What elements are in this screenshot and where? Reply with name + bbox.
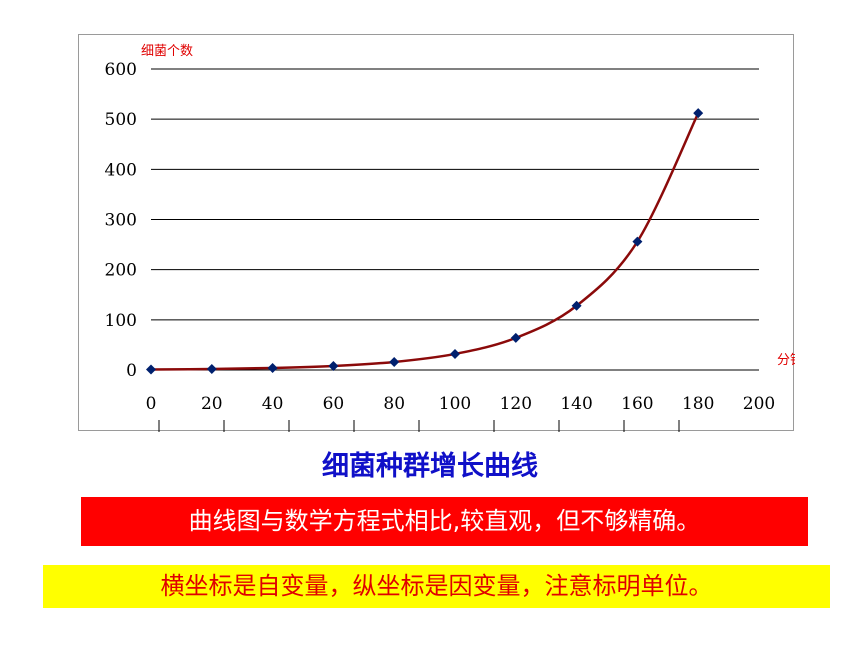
growth-chart: 0 100 200 300 400 500 600 0 20 40 60 80 100 120 140 160… — [105, 44, 795, 432]
x-tick-label: 60 — [323, 394, 345, 414]
data-point — [632, 236, 643, 247]
y-tick-label: 200 — [105, 261, 137, 281]
chart-caption: 细菌种群增长曲线 — [322, 451, 538, 482]
x-tick-label: 160 — [621, 394, 653, 414]
data-point — [510, 332, 521, 343]
data-point — [389, 356, 400, 367]
data-point — [328, 360, 339, 371]
data-point — [450, 348, 460, 359]
y-tick-label: 600 — [105, 60, 137, 80]
x-axis-title: 分钟 — [777, 352, 795, 368]
y-tick-label: 0 — [126, 361, 137, 381]
y-tick-label: 100 — [105, 311, 137, 331]
x-tick-label: 80 — [383, 394, 405, 414]
x-tick-label: 0 — [146, 394, 157, 414]
series-line — [150, 112, 700, 371]
data-point — [146, 364, 156, 375]
note-axes-banner: 横坐标是自变量，纵坐标是因变量，注意标明单位。 — [43, 565, 830, 608]
data-point — [206, 363, 217, 374]
x-tick-label: 120 — [500, 394, 532, 414]
y-tick-label: 300 — [105, 211, 137, 231]
note-comparison-banner: 曲线图与数学方程式相比,较直观，但不够精确。 — [81, 497, 808, 546]
x-tick-label: 140 — [560, 394, 592, 414]
x-tick-label: 100 — [439, 394, 471, 414]
y-axis-title: 细菌个数 — [141, 44, 193, 59]
data-point — [693, 108, 704, 119]
chart-frame: 0 100 200 300 400 500 600 0 20 40 60 80 100 120 140 160… — [78, 34, 795, 432]
data-point — [267, 362, 278, 373]
y-tick-label: 500 — [105, 110, 137, 130]
y-tick-label: 400 — [105, 160, 137, 180]
x-tick-label: 200 — [743, 394, 775, 414]
x-tick-label: 180 — [682, 394, 714, 414]
x-tick-label: 20 — [201, 394, 223, 414]
x-tick-label: 40 — [262, 394, 284, 414]
data-point — [571, 300, 582, 311]
